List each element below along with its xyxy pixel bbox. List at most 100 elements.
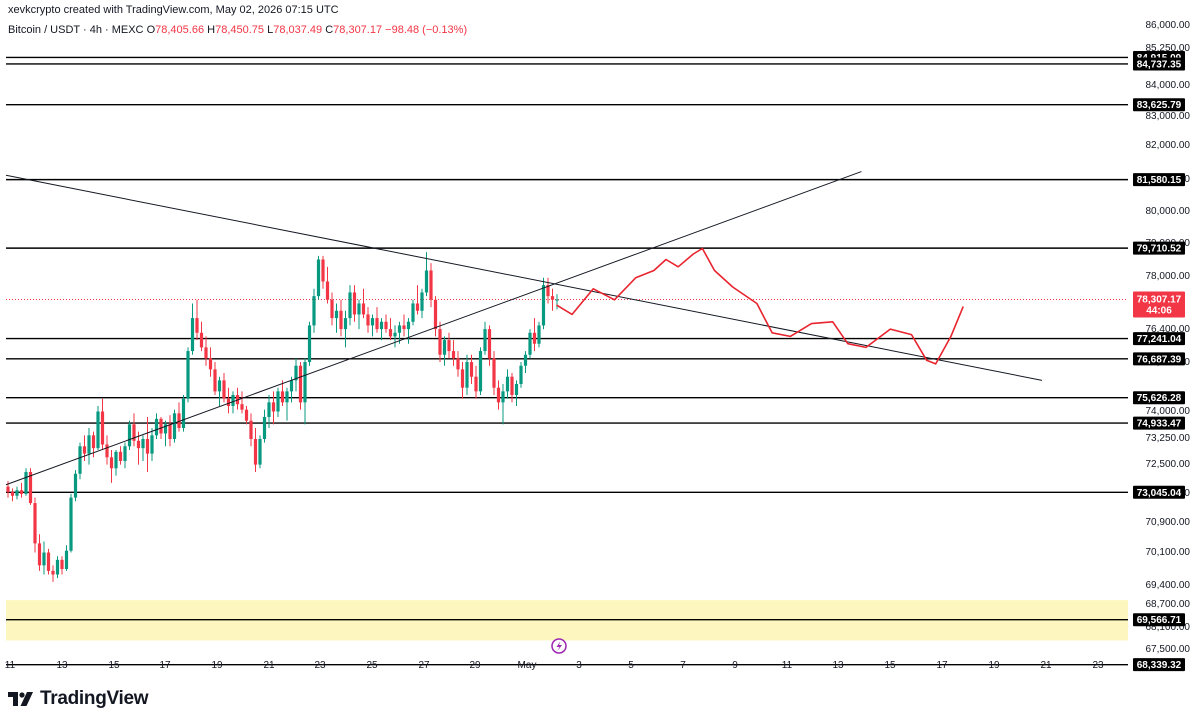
- candle[interactable]: [82, 435, 87, 461]
- candle[interactable]: [204, 336, 208, 366]
- candle[interactable]: [325, 266, 330, 304]
- candle[interactable]: [55, 556, 60, 579]
- candle[interactable]: [177, 402, 181, 432]
- candle[interactable]: [379, 318, 384, 341]
- candle[interactable]: [145, 417, 150, 472]
- candle[interactable]: [460, 362, 465, 399]
- candle[interactable]: [415, 285, 420, 315]
- candle[interactable]: [51, 565, 55, 582]
- candle[interactable]: [375, 307, 379, 333]
- candle[interactable]: [312, 288, 316, 333]
- candle[interactable]: [28, 468, 33, 505]
- candle[interactable]: [487, 325, 492, 366]
- candle[interactable]: [334, 303, 339, 333]
- candle[interactable]: [190, 303, 195, 355]
- candle[interactable]: [496, 380, 501, 410]
- candle[interactable]: [24, 468, 28, 496]
- candle[interactable]: [393, 325, 397, 348]
- candle[interactable]: [510, 373, 514, 403]
- candle[interactable]: [10, 488, 15, 502]
- candle[interactable]: [505, 369, 510, 399]
- candle[interactable]: [411, 299, 415, 326]
- candle[interactable]: [118, 446, 123, 465]
- trendline-descending[interactable]: [5, 174, 1043, 381]
- candle[interactable]: [42, 541, 46, 575]
- candle[interactable]: [96, 406, 100, 450]
- trendline-ascending[interactable]: [5, 171, 862, 486]
- candle[interactable]: [541, 277, 546, 330]
- candle[interactable]: [289, 376, 294, 403]
- candle[interactable]: [483, 321, 487, 355]
- candle[interactable]: [348, 285, 352, 326]
- candle[interactable]: [150, 427, 154, 461]
- candle[interactable]: [195, 299, 199, 341]
- candle[interactable]: [456, 351, 460, 377]
- candle[interactable]: [19, 482, 24, 498]
- candle[interactable]: [213, 362, 217, 396]
- candle[interactable]: [46, 548, 51, 575]
- candle[interactable]: [478, 347, 483, 396]
- candle[interactable]: [235, 387, 240, 410]
- candle[interactable]: [109, 449, 114, 483]
- candle[interactable]: [388, 318, 393, 341]
- candle[interactable]: [37, 534, 42, 571]
- candle[interactable]: [154, 413, 159, 439]
- candle[interactable]: [105, 435, 109, 465]
- candle[interactable]: [451, 340, 456, 366]
- candle[interactable]: [217, 376, 222, 407]
- candle[interactable]: [78, 442, 82, 480]
- candle[interactable]: [420, 288, 424, 319]
- candle[interactable]: [262, 409, 267, 443]
- candle[interactable]: [424, 252, 429, 297]
- candle[interactable]: [550, 288, 555, 311]
- candle[interactable]: [87, 427, 91, 465]
- candle[interactable]: [15, 486, 19, 500]
- candle[interactable]: [357, 299, 361, 330]
- candle[interactable]: [330, 292, 334, 326]
- candle[interactable]: [60, 556, 64, 575]
- candle[interactable]: [352, 285, 357, 322]
- candle[interactable]: [100, 398, 105, 450]
- candle[interactable]: [33, 497, 37, 553]
- candle[interactable]: [523, 351, 528, 374]
- candle[interactable]: [321, 255, 325, 289]
- candle[interactable]: [519, 362, 523, 388]
- projection-path[interactable]: [556, 247, 964, 365]
- candle[interactable]: [555, 294, 559, 310]
- candle[interactable]: [186, 347, 190, 403]
- candle[interactable]: [253, 427, 258, 472]
- candle[interactable]: [244, 406, 249, 425]
- candle[interactable]: [276, 387, 280, 418]
- candle[interactable]: [402, 314, 406, 337]
- candle[interactable]: [528, 329, 532, 359]
- candle[interactable]: [285, 387, 289, 421]
- candle[interactable]: [136, 431, 141, 465]
- candle[interactable]: [172, 409, 177, 443]
- candle[interactable]: [469, 354, 474, 385]
- candle[interactable]: [127, 420, 132, 450]
- candle[interactable]: [258, 435, 262, 469]
- candle[interactable]: [442, 336, 447, 366]
- candle[interactable]: [361, 288, 366, 319]
- candle[interactable]: [163, 420, 168, 447]
- candle[interactable]: [141, 435, 145, 461]
- candle[interactable]: [370, 314, 375, 337]
- candle[interactable]: [303, 358, 307, 425]
- lightning-event-icon[interactable]: [551, 638, 567, 654]
- brand-logo[interactable]: TradingView: [8, 688, 149, 710]
- candle[interactable]: [339, 299, 343, 337]
- symbol-label[interactable]: Bitcoin / USDT · 4h · MEXC: [8, 24, 144, 36]
- candle[interactable]: [298, 362, 303, 410]
- candle[interactable]: [222, 373, 226, 403]
- candle[interactable]: [492, 351, 496, 396]
- candle[interactable]: [384, 314, 388, 333]
- candle[interactable]: [514, 380, 519, 407]
- candle[interactable]: [532, 318, 537, 352]
- candle[interactable]: [501, 384, 505, 425]
- candle[interactable]: [181, 395, 186, 432]
- candle[interactable]: [343, 310, 348, 348]
- candle[interactable]: [114, 449, 118, 476]
- candle[interactable]: [226, 387, 231, 414]
- candle[interactable]: [429, 263, 433, 308]
